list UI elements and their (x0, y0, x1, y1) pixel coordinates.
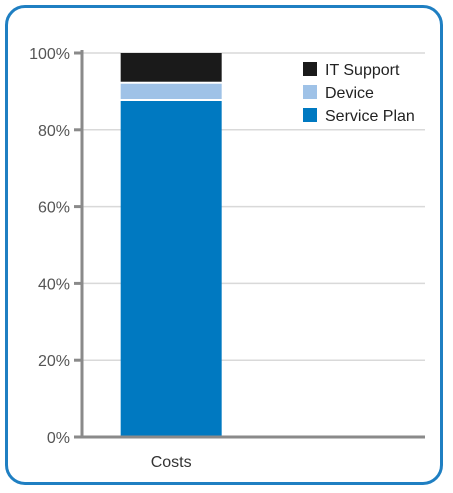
y-tick-label: 60% (38, 200, 70, 217)
bar-segment-it-support (120, 53, 222, 82)
y-tick-label: 40% (38, 276, 70, 293)
bars (120, 53, 222, 437)
legend-swatch-it-support (303, 62, 317, 76)
legend-swatch-device (303, 85, 317, 99)
legend-label-service-plan: Service Plan (325, 108, 415, 125)
legend-label-it-support: IT Support (325, 62, 400, 79)
x-category-label: Costs (151, 454, 192, 471)
bar-segment-service-plan (120, 101, 222, 437)
y-tick-label: 20% (38, 353, 70, 370)
legend-label-device: Device (325, 85, 374, 102)
axes: 0% 20% 40% 60% 80% 100% Costs (29, 46, 425, 471)
chart-frame (5, 5, 443, 485)
legend: IT Support Device Service Plan (303, 62, 415, 125)
y-tick-label: 0% (47, 430, 70, 447)
y-tick-label: 80% (38, 123, 70, 140)
y-tick-label: 100% (29, 46, 70, 63)
bar-segment-device (120, 83, 222, 99)
legend-swatch-service-plan (303, 108, 317, 122)
